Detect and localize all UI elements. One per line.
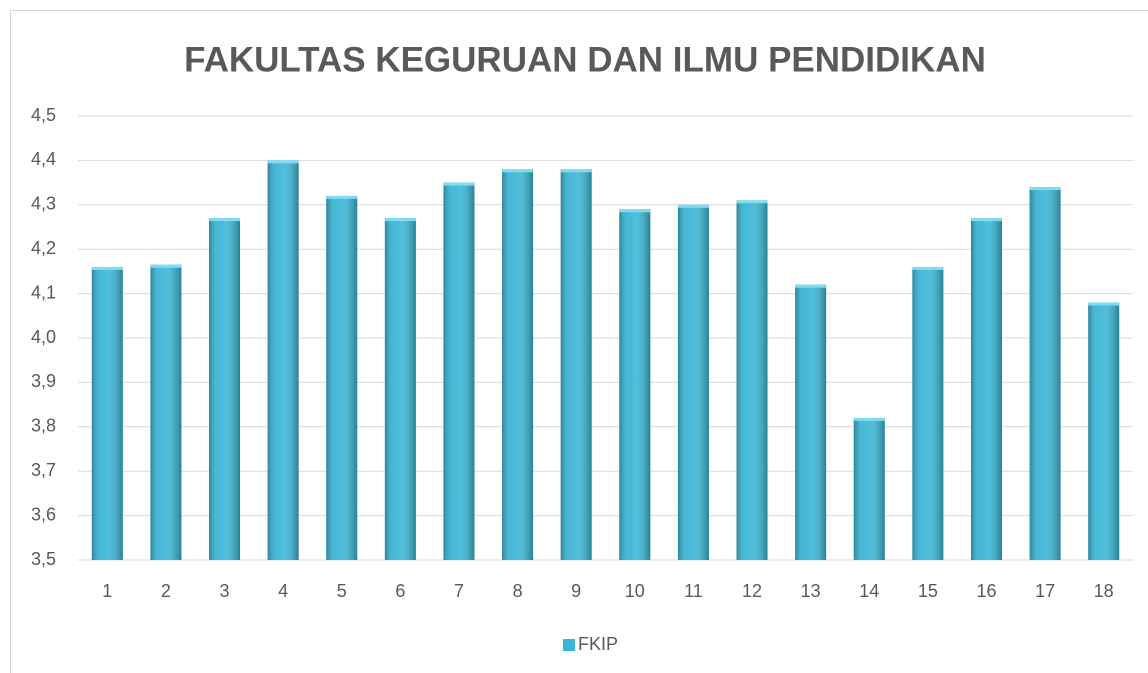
bar	[1029, 187, 1061, 561]
x-tick-label: 11	[684, 581, 703, 601]
bar	[326, 195, 358, 561]
y-tick-label: 4,0	[31, 327, 56, 347]
x-tick-label: 4	[278, 581, 288, 601]
bar	[91, 266, 123, 560]
bar	[795, 284, 827, 560]
x-tick-label: 15	[918, 581, 938, 601]
y-tick-label: 4,1	[31, 282, 56, 302]
bar	[443, 182, 475, 560]
bar	[736, 200, 768, 561]
bar	[384, 218, 416, 560]
x-tick-label: 8	[513, 581, 523, 601]
x-tick-label: 16	[976, 581, 996, 601]
y-tick-label: 3,5	[31, 549, 56, 569]
bar	[150, 264, 182, 560]
y-tick-label: 3,9	[31, 371, 56, 391]
bar	[209, 218, 241, 560]
bar	[970, 218, 1002, 560]
y-tick-label: 3,6	[31, 504, 56, 524]
x-tick-label: 10	[625, 581, 645, 601]
x-tick-label: 18	[1094, 581, 1114, 601]
y-tick-label: 4,3	[31, 194, 56, 214]
y-tick-label: 4,4	[31, 149, 56, 169]
bar	[912, 266, 944, 560]
bar	[853, 417, 885, 560]
y-tick-label: 4,5	[31, 105, 56, 125]
x-tick-label: 14	[859, 581, 879, 601]
legend-swatch	[563, 639, 575, 651]
x-tick-label: 9	[571, 581, 581, 601]
x-tick-label: 5	[337, 581, 347, 601]
x-tick-label: 13	[801, 581, 821, 601]
bar	[677, 204, 709, 561]
x-tick-label: 17	[1035, 581, 1055, 601]
bar	[502, 169, 534, 560]
legend-label: FKIP	[578, 634, 618, 654]
bar	[1088, 302, 1120, 560]
bar	[560, 169, 592, 560]
bar	[619, 209, 651, 561]
bar	[267, 160, 299, 560]
y-tick-label: 4,2	[31, 238, 56, 258]
x-tick-label: 1	[102, 581, 112, 601]
x-tick-label: 7	[454, 581, 464, 601]
x-tick-label: 12	[742, 581, 762, 601]
y-tick-label: 3,7	[31, 460, 56, 480]
x-tick-label: 6	[395, 581, 405, 601]
chart-title: FAKULTAS KEGURUAN DAN ILMU PENDIDIKAN	[184, 40, 986, 79]
y-tick-label: 3,8	[31, 416, 56, 436]
x-tick-label: 3	[220, 581, 230, 601]
x-tick-label: 2	[161, 581, 171, 601]
